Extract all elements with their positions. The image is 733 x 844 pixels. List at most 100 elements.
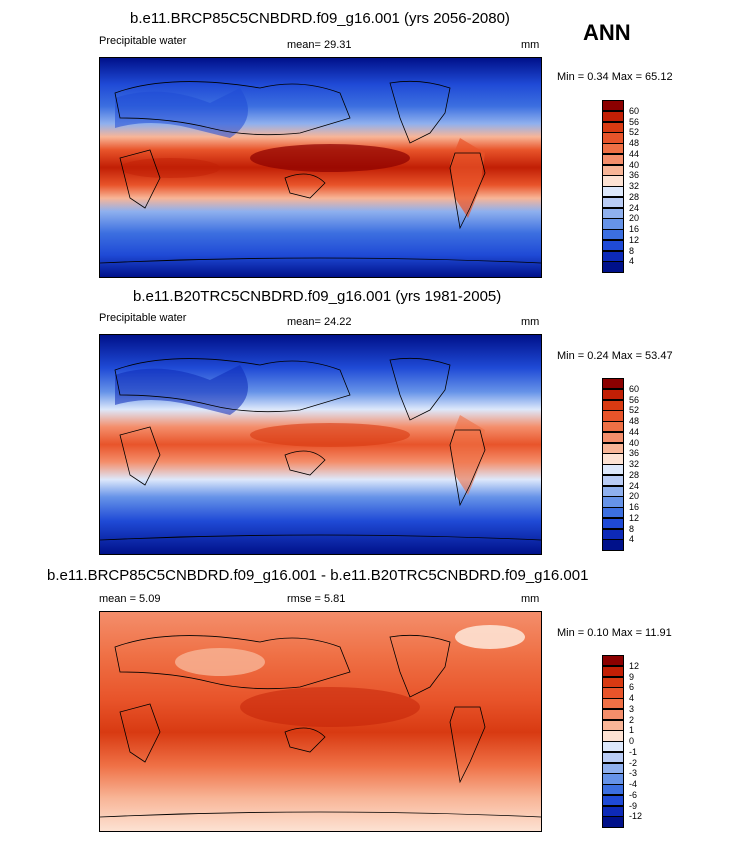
- colorbar-label: -9: [629, 800, 638, 811]
- colorbar-box: [602, 708, 624, 720]
- panel-3-minmax: Min = 0.10 Max = 11.91: [557, 627, 672, 639]
- panel-1-landmass-eurasia: [115, 88, 248, 138]
- colorbar-box: [602, 388, 624, 400]
- panel-3-units: mm: [521, 593, 540, 605]
- colorbar-label: 24: [629, 480, 640, 491]
- colorbar-box: [602, 528, 624, 540]
- panel-1-mean: mean= 29.31: [287, 39, 352, 51]
- colorbar-box: [602, 464, 624, 476]
- colorbar-label: 4: [629, 256, 635, 267]
- colorbar-box: [602, 474, 624, 486]
- colorbar-box: [602, 153, 624, 165]
- colorbar-label: -3: [629, 768, 638, 779]
- colorbar-label: 8: [629, 523, 635, 534]
- colorbar-label: 60: [629, 105, 640, 116]
- colorbar-box: [602, 517, 624, 529]
- panel-2-field-label: Precipitable water: [99, 312, 187, 324]
- colorbar-label: -4: [629, 779, 638, 789]
- panel-1-field-label: Precipitable water: [99, 35, 187, 47]
- colorbar-box: [602, 431, 624, 443]
- colorbar-box: [602, 164, 624, 176]
- colorbar-box: [602, 410, 624, 422]
- colorbar-label: 56: [629, 116, 640, 127]
- colorbar-box: [602, 175, 624, 187]
- colorbar-label: -6: [629, 789, 638, 800]
- colorbar-label: 3: [629, 703, 635, 714]
- colorbar-label: 8: [629, 245, 635, 256]
- colorbar-box: [602, 239, 624, 251]
- panel-1-colorbar: 60 56 52 48 44 40 36 32 28 24 20 16 12 8 4: [602, 100, 662, 273]
- colorbar-box: [602, 485, 624, 497]
- panel-2-units: mm: [521, 316, 540, 328]
- colorbar-label: 52: [629, 127, 640, 138]
- colorbar-label: 9: [629, 671, 635, 682]
- panel-2-landmass-south-america: [450, 415, 485, 495]
- panel-3-rmse: rmse = 5.81: [287, 593, 346, 605]
- colorbar-box: [602, 378, 624, 390]
- colorbar-label: 1: [629, 725, 635, 736]
- panel-3-colorbar: 12 9 6 4 3 2 1 0 -1 -2 -3 -4 -6 -9 -12: [602, 655, 662, 828]
- panel-2-title: b.e11.B20TRC5CNBDRD.f09_g16.001 (yrs 198…: [133, 288, 502, 305]
- colorbar-label: 40: [629, 159, 640, 170]
- colorbar-label: 20: [629, 491, 640, 502]
- colorbar-box: [602, 218, 624, 230]
- colorbar-box: [602, 121, 624, 133]
- colorbar-label: 40: [629, 437, 640, 448]
- colorbar-label: -12: [629, 811, 643, 822]
- colorbar-box: [602, 196, 624, 208]
- panel-1-landmass-south-america: [450, 138, 485, 218]
- colorbar-box: [602, 207, 624, 219]
- colorbar-box: [602, 687, 624, 699]
- panel-1-minmax: Min = 0.34 Max = 65.12: [557, 71, 673, 83]
- panel-1-units: mm: [521, 39, 540, 51]
- colorbar-box: [602, 399, 624, 411]
- panel-1-title: b.e11.BRCP85C5CNBDRD.f09_g16.001 (yrs 20…: [130, 10, 510, 27]
- colorbar-box: [602, 250, 624, 262]
- colorbar-label: 44: [629, 426, 640, 437]
- colorbar-box: [602, 751, 624, 763]
- colorbar-box: [602, 655, 624, 667]
- panel-2-mean: mean= 24.22: [287, 316, 352, 328]
- season-label: ANN: [583, 20, 631, 45]
- colorbar-label: 36: [629, 170, 640, 181]
- colorbar-box: [602, 676, 624, 688]
- colorbar-box: [602, 442, 624, 454]
- colorbar-box: [602, 132, 624, 144]
- colorbar-box: [602, 110, 624, 122]
- colorbar-label: 48: [629, 416, 640, 426]
- panel-1-map: [99, 57, 542, 278]
- panel-2-landmass-eurasia: [115, 365, 248, 415]
- colorbar-label: 16: [629, 224, 640, 234]
- colorbar-label: 16: [629, 502, 640, 512]
- colorbar-label: 28: [629, 469, 640, 480]
- colorbar-label: 32: [629, 459, 640, 469]
- panel-2-minmax: Min = 0.24 Max = 53.47: [557, 350, 673, 362]
- colorbar-label: 28: [629, 191, 640, 202]
- colorbar-label: 44: [629, 148, 640, 159]
- colorbar-label: 6: [629, 682, 635, 693]
- colorbar-label: 12: [629, 512, 640, 523]
- colorbar-label: 0: [629, 736, 635, 746]
- colorbar-box: [602, 762, 624, 774]
- colorbar-label: 2: [629, 714, 635, 725]
- colorbar-box: [602, 539, 624, 551]
- colorbar-label: 48: [629, 138, 640, 148]
- colorbar-box: [602, 816, 624, 828]
- colorbar-box: [602, 229, 624, 241]
- colorbar-label: 56: [629, 394, 640, 405]
- colorbar-label: 60: [629, 383, 640, 394]
- colorbar-label: 12: [629, 660, 640, 671]
- colorbar-box: [602, 794, 624, 806]
- colorbar-box: [602, 261, 624, 273]
- colorbar-label: 52: [629, 405, 640, 416]
- colorbar-box: [602, 719, 624, 731]
- colorbar-box: [602, 496, 624, 508]
- colorbar-label: 36: [629, 448, 640, 459]
- colorbar-box: [602, 507, 624, 519]
- colorbar-label: 12: [629, 234, 640, 245]
- panel-3-title: b.e11.BRCP85C5CNBDRD.f09_g16.001 - b.e11…: [47, 567, 589, 584]
- colorbar-label: 4: [629, 693, 635, 703]
- colorbar-box: [602, 421, 624, 433]
- panel-2-map: [99, 334, 542, 555]
- panel-2-colorbar: 60 56 52 48 44 40 36 32 28 24 20 16 12 8 4: [602, 378, 662, 551]
